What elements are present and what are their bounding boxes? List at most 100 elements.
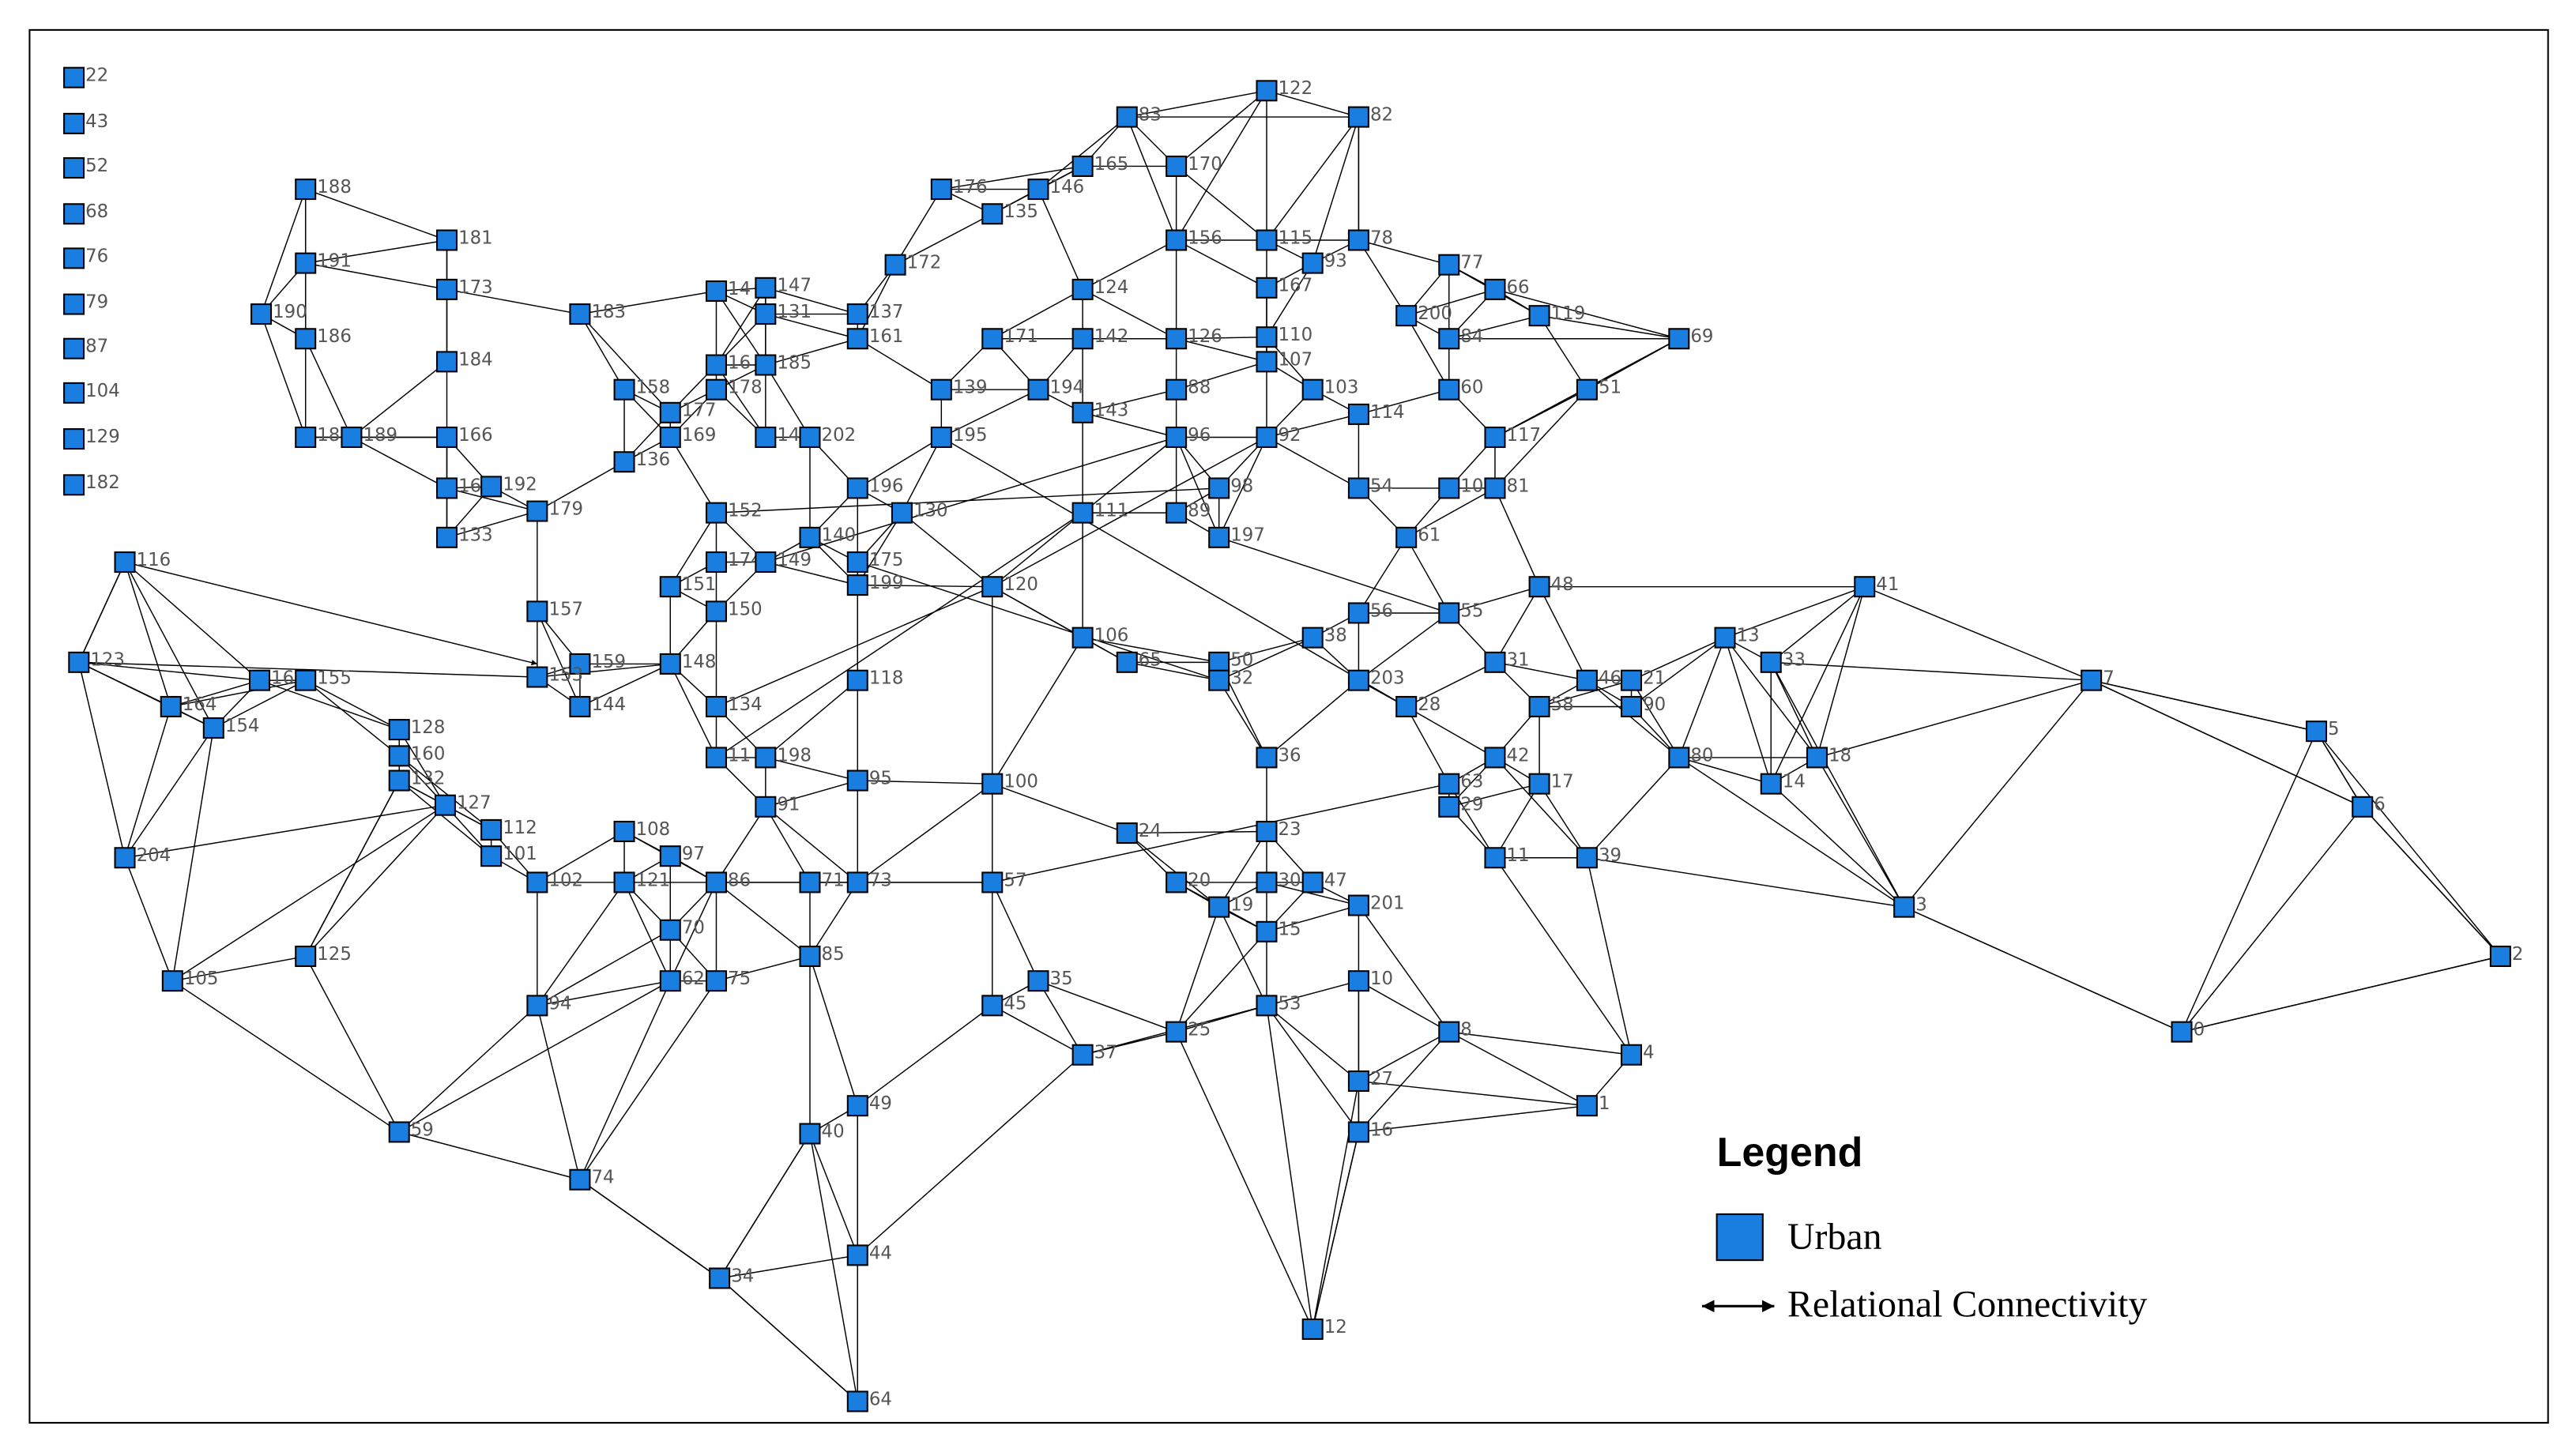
node-label: 129 — [85, 427, 120, 447]
node-label: 1 — [1599, 1093, 1610, 1114]
node-label: 116 — [137, 550, 171, 570]
node — [1484, 847, 1506, 869]
node-label: 27 — [1370, 1069, 1393, 1089]
node-label: 82 — [1370, 105, 1393, 126]
node — [63, 157, 85, 179]
node-label: 112 — [503, 818, 537, 838]
edge — [765, 286, 858, 316]
node — [1256, 995, 1278, 1017]
edge — [1494, 288, 1680, 340]
node — [659, 401, 681, 423]
node — [1347, 229, 1369, 251]
node-label: 176 — [953, 177, 988, 198]
node — [1760, 773, 1782, 795]
node — [1576, 1095, 1598, 1117]
node-label: 160 — [411, 743, 446, 764]
node — [755, 796, 777, 818]
node-label: 60 — [1460, 378, 1483, 398]
node — [295, 945, 317, 968]
node-label: 190 — [273, 302, 307, 322]
edge — [623, 882, 671, 981]
node-label: 165 — [1094, 154, 1129, 175]
edge — [124, 803, 446, 860]
edge — [1126, 116, 1177, 241]
edge — [765, 806, 858, 883]
node — [1027, 970, 1049, 992]
node-label: 203 — [1370, 668, 1405, 689]
node — [659, 576, 681, 598]
node — [435, 526, 458, 548]
node — [526, 995, 548, 1017]
node-label: 80 — [1690, 745, 1713, 766]
node — [884, 254, 906, 276]
edge — [1587, 856, 1904, 909]
edge — [1176, 239, 1267, 288]
node — [1806, 747, 1828, 769]
node — [846, 871, 868, 894]
node — [63, 293, 85, 315]
node-label: 167 — [1279, 276, 1313, 296]
node — [435, 278, 458, 300]
edge — [1358, 239, 1449, 266]
node — [114, 551, 136, 574]
node-label: 13 — [1737, 626, 1760, 646]
node — [1528, 305, 1550, 327]
node-label: 44 — [869, 1243, 892, 1263]
node-label: 169 — [682, 425, 717, 446]
node-label: 66 — [1507, 277, 1530, 298]
node — [2352, 796, 2374, 818]
node-label: 191 — [317, 251, 352, 272]
node-label: 183 — [591, 302, 626, 322]
nodes: 2243526876798710412918218818119117318319… — [63, 66, 2523, 1413]
node-label: 201 — [1370, 893, 1405, 913]
node-label: 65 — [1139, 650, 1162, 671]
node — [1256, 920, 1278, 942]
node — [1484, 747, 1506, 769]
node-label: 101 — [503, 844, 537, 864]
node-label: 24 — [1139, 821, 1162, 841]
node-label: 18 — [317, 425, 340, 446]
node-label: 159 — [591, 652, 626, 672]
edges — [77, 88, 2501, 1402]
node — [846, 1244, 868, 1266]
node-label: 28 — [1418, 694, 1441, 715]
node — [1395, 305, 1418, 327]
node — [799, 945, 821, 968]
edge — [1406, 315, 1450, 390]
node-label: 63 — [1460, 772, 1483, 792]
node — [160, 695, 182, 717]
edge — [1266, 89, 1359, 119]
node-label: 102 — [548, 870, 583, 890]
node-label: 62 — [682, 969, 705, 989]
node — [569, 1168, 591, 1191]
edge — [1082, 411, 1177, 439]
node-label: 139 — [953, 378, 988, 398]
node — [1256, 871, 1278, 894]
node — [1347, 970, 1369, 992]
node — [659, 426, 681, 449]
node-label: 194 — [1050, 378, 1085, 398]
node-label: 119 — [1551, 303, 1586, 324]
node-label: 16 — [458, 476, 481, 496]
edge — [351, 361, 447, 438]
edge — [537, 461, 625, 512]
node — [1166, 502, 1188, 524]
node-label: 53 — [1279, 993, 1301, 1014]
node — [709, 1267, 731, 1289]
node-label: 18 — [1828, 745, 1851, 766]
node-label: 6 — [2374, 795, 2386, 815]
node — [1576, 378, 1598, 401]
edge — [579, 663, 671, 708]
node-label: 0 — [2194, 1020, 2205, 1040]
node — [1071, 278, 1094, 300]
node — [68, 651, 90, 673]
node-label: 166 — [458, 425, 493, 446]
node-label: 142 — [1094, 326, 1129, 347]
node-label: 56 — [1370, 600, 1393, 621]
node-label: 179 — [548, 499, 583, 519]
node — [1484, 278, 1506, 300]
node-label: 107 — [1279, 349, 1313, 370]
node — [705, 280, 727, 302]
node — [1347, 669, 1369, 691]
